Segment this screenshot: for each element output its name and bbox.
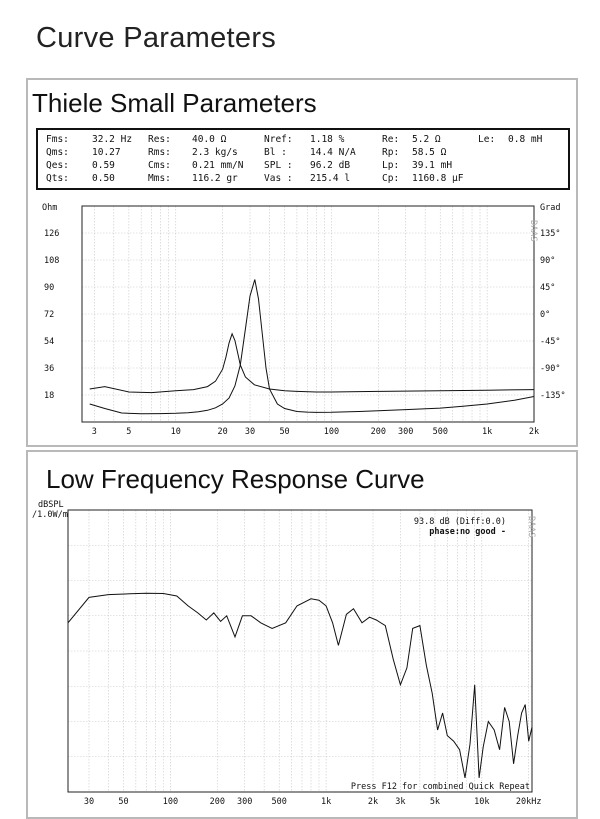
ts-param-label: SPL : <box>264 160 293 171</box>
ts-param-value: 58.5 Ω <box>412 147 447 158</box>
x-tick-label: 2k <box>368 797 378 807</box>
y-tick-label: 108 <box>44 256 59 266</box>
ts-param-label: Fms: <box>46 134 69 145</box>
ts-param-value: 116.2 gr <box>192 173 238 184</box>
y-axis-label: dBSPL <box>38 500 64 510</box>
ts-param-label: Qes: <box>46 160 69 171</box>
watermark-text: DAAS <box>526 516 536 538</box>
frequency-response-title: Low Frequency Response Curve <box>46 464 425 494</box>
y2-axis-label: Grad <box>540 203 560 213</box>
phase-curve <box>89 332 535 394</box>
impedance-curve <box>89 279 535 415</box>
ts-param-value: 2.3 kg/s <box>192 147 238 158</box>
x-tick-label: 200 <box>371 427 386 437</box>
ts-param-label: Mms: <box>148 173 171 184</box>
press-f12-note: Press F12 for combined Quick Repeat <box>351 782 530 792</box>
ts-param-label: Cp: <box>382 173 400 184</box>
ts-param-value: 1.18 % <box>310 134 345 145</box>
y2-tick-label: 135° <box>540 229 560 239</box>
spl-curve <box>67 592 533 778</box>
ts-param-label: Qms: <box>46 147 69 158</box>
ts-param-label: Re: <box>382 134 400 145</box>
watermark-text: DAAS <box>528 220 538 242</box>
frequency-response-chart: dBSPL/1.0W/m 30 50 100 200 300 500 1k 2k 3k 5k 10k 2… <box>32 500 542 807</box>
y2-tick-label: 45° <box>540 283 555 293</box>
x-tick-label: 100 <box>163 797 178 807</box>
ts-param-label: Bl : <box>264 147 287 158</box>
y2-tick-label: -135° <box>540 391 566 401</box>
x-tick-label: 50 <box>118 797 128 807</box>
plot-frame <box>81 205 535 423</box>
x-tick-label: 500 <box>272 797 287 807</box>
ts-param-label: Qts: <box>46 173 69 184</box>
ts-param-value: 39.1 mH <box>412 160 453 171</box>
ts-param-value: 1160.8 µF <box>412 173 464 184</box>
x-tick-label: 2k <box>529 427 539 437</box>
x-tick-label: 20 <box>217 427 227 437</box>
ts-param-label: Rms: <box>148 147 171 158</box>
x-tick-label: 300 <box>237 797 252 807</box>
y-tick-label: 54 <box>44 337 54 347</box>
ts-param-label: Res: <box>148 134 171 145</box>
ts-param-label: Rp: <box>382 147 400 158</box>
x-tick-label: 30 <box>84 797 94 807</box>
x-tick-label: 5k <box>430 797 440 807</box>
ts-param-value: 0.8 mH <box>508 134 543 145</box>
y-tick-label: 72 <box>44 310 54 320</box>
frequency-response-panel: Low Frequency Response Curve dBSPL/1.0W/… <box>26 450 578 819</box>
ts-param-value: 0.21 mm/N <box>192 160 244 171</box>
ts-param-value: 215.4 l <box>310 173 351 184</box>
x-tick-label: 5 <box>126 427 131 437</box>
x-tick-label: 20kHz <box>516 797 542 807</box>
plot-frame <box>67 509 533 793</box>
thiele-small-title: Thiele Small Parameters <box>32 88 317 118</box>
y2-tick-label: 90° <box>540 256 555 266</box>
y-tick-label: 36 <box>44 364 54 374</box>
y-tick-label: 126 <box>44 229 59 239</box>
y2-tick-label: 0° <box>540 310 550 320</box>
x-tick-label: 10k <box>474 797 489 807</box>
level-annotation: 93.8 dB (Diff:0.0) <box>414 517 506 527</box>
y-tick-label: 18 <box>44 391 54 401</box>
ts-param-label: Le: <box>478 134 496 145</box>
y-axis-label: Ohm <box>42 203 57 213</box>
x-tick-label: 3 <box>92 427 97 437</box>
ts-param-label: Lp: <box>382 160 400 171</box>
y2-tick-label: -45° <box>540 337 560 347</box>
x-tick-label: 300 <box>398 427 413 437</box>
y-axis-unit-label: /1.0W/m <box>32 510 68 520</box>
ts-param-value: 96.2 dB <box>310 160 351 171</box>
ts-param-value: 40.0 Ω <box>192 134 227 145</box>
page-title: Curve Parameters <box>36 22 277 54</box>
ts-param-value: 5.2 Ω <box>412 134 441 145</box>
x-tick-label: 1k <box>482 427 492 437</box>
ts-parameter-table: Fms: 32.2 Hz Res: 40.0 Ω Nref: 1.18 % Re: 5.2 Ω… <box>36 128 570 190</box>
y2-tick-label: -90° <box>540 364 560 374</box>
x-tick-label: 3k <box>395 797 405 807</box>
ts-param-label: Nref: <box>264 134 293 145</box>
x-tick-label: 50 <box>279 427 289 437</box>
x-tick-label: 30 <box>245 427 255 437</box>
ts-param-label: Cms: <box>148 160 171 171</box>
phase-annotation: phase:no good - <box>429 527 506 537</box>
x-tick-label: 10 <box>171 427 181 437</box>
x-tick-label: 1k <box>321 797 331 807</box>
x-tick-label: 200 <box>210 797 225 807</box>
ts-param-value: 0.59 <box>92 160 115 171</box>
impedance-chart: Ohm 18 36 54 72 90 108 126 Grad -135° -90° -45° 0° 45… <box>42 203 566 437</box>
ts-param-value: 32.2 Hz <box>92 134 133 145</box>
x-tick-label: 500 <box>433 427 448 437</box>
y-tick-label: 90 <box>44 283 54 293</box>
ts-param-value: 14.4 N/A <box>310 147 356 158</box>
ts-param-label: Vas : <box>264 173 293 184</box>
ts-param-value: 0.50 <box>92 173 115 184</box>
ts-param-value: 10.27 <box>92 147 121 158</box>
thiele-small-panel: Thiele Small Parameters Fms: 32.2 Hz Res: 4… <box>26 78 578 447</box>
x-tick-label: 100 <box>324 427 339 437</box>
